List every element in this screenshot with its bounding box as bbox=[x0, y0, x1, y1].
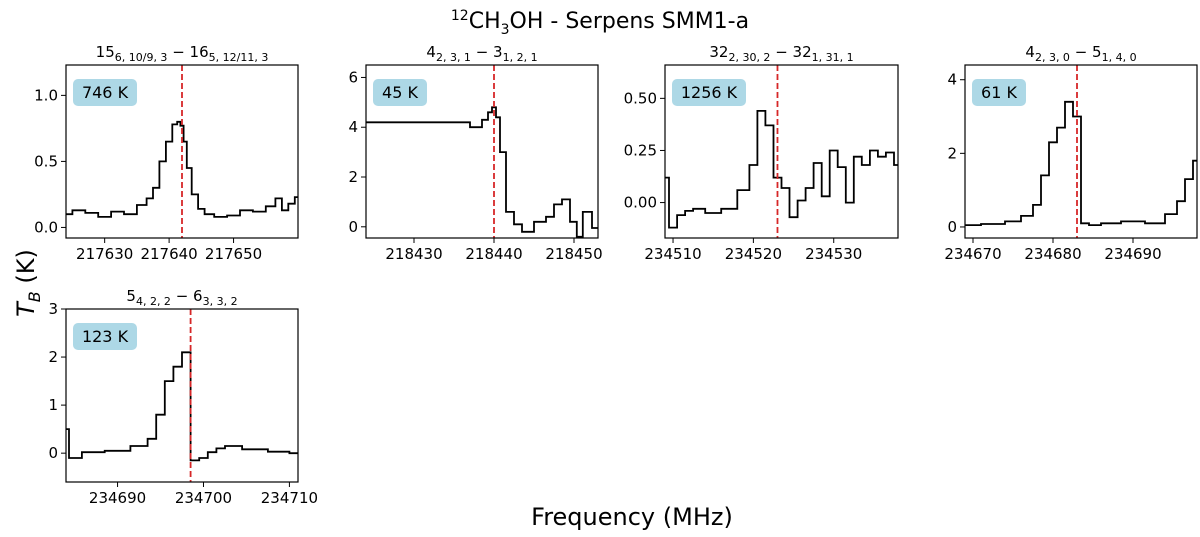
x-tick-label: 217640 bbox=[140, 245, 197, 263]
temperature-badge-label: 1256 K bbox=[681, 83, 738, 102]
y-tick-label: 0 bbox=[947, 218, 957, 236]
axes-frame bbox=[964, 64, 1198, 239]
y-tick-label: 0.50 bbox=[624, 89, 657, 107]
x-axis-label: Frequency (MHz) bbox=[531, 503, 733, 531]
x-tick-label: 217630 bbox=[76, 245, 133, 263]
y-tick-label: 1 bbox=[48, 396, 58, 414]
axes-frame bbox=[65, 64, 299, 239]
spectrum-line bbox=[366, 106, 598, 238]
y-tick-label: 0.25 bbox=[624, 141, 657, 159]
x-tick-label: 234520 bbox=[725, 245, 782, 263]
x-tick-label: 234690 bbox=[89, 489, 146, 507]
x-tick-label: 218450 bbox=[545, 245, 602, 263]
temperature-badge bbox=[972, 79, 1026, 106]
y-axis-label: TB (K) bbox=[12, 249, 44, 317]
chart-panel-3: 322, 30, 2 − 321, 31, 1 1256 K 234510 23452… bbox=[624, 43, 899, 263]
x-tick-label: 234680 bbox=[1024, 245, 1081, 263]
panel-title: 156, 10/9, 3 − 165, 12/11, 3 bbox=[96, 43, 269, 64]
axes-frame bbox=[664, 64, 899, 239]
figure-title: 12CH3OH - Serpens SMM1-a bbox=[451, 8, 749, 38]
y-tick-label: 0.0 bbox=[34, 218, 58, 236]
y-tick-label: 0 bbox=[48, 444, 58, 462]
x-tick-label: 234700 bbox=[175, 489, 232, 507]
y-tick-label: 4 bbox=[947, 71, 957, 89]
panel-title: 54, 2, 2 − 63, 3, 2 bbox=[126, 287, 237, 308]
y-tick-label: 2 bbox=[48, 348, 58, 366]
spectrum-line bbox=[66, 120, 298, 218]
x-tick-label: 217650 bbox=[205, 245, 262, 263]
y-tick-label: 3 bbox=[48, 300, 58, 318]
temperature-badge-label: 61 K bbox=[981, 83, 1017, 102]
chart-panel-1: 156, 10/9, 3 − 165, 12/11, 3 746 K 217630 2… bbox=[34, 43, 299, 263]
y-tick-label: 0.00 bbox=[624, 194, 657, 212]
spectrum-line bbox=[965, 100, 1197, 226]
temperature-badge-label: 746 K bbox=[82, 83, 129, 102]
axes-frame bbox=[365, 64, 599, 239]
y-tick-label: 0 bbox=[348, 218, 358, 236]
axes-frame bbox=[65, 308, 299, 483]
y-tick-label: 2 bbox=[348, 168, 358, 186]
x-tick-label: 234690 bbox=[1104, 245, 1161, 263]
x-tick-label: 234710 bbox=[261, 489, 318, 507]
panel-title: 42, 3, 1 − 31, 2, 1 bbox=[426, 43, 537, 64]
temperature-badge bbox=[73, 323, 137, 350]
y-tick-label: 6 bbox=[348, 68, 358, 86]
y-tick-label: 2 bbox=[947, 144, 957, 162]
panel-title: 42, 3, 0 − 51, 4, 0 bbox=[1025, 43, 1136, 64]
x-tick-label: 218440 bbox=[465, 245, 522, 263]
temperature-badge bbox=[373, 79, 427, 106]
y-tick-label: 0.5 bbox=[34, 152, 58, 170]
spectrum-line bbox=[66, 351, 298, 462]
chart-panel-2: 42, 3, 1 − 31, 2, 1 45 K 218430 218440 21845… bbox=[348, 43, 602, 263]
x-tick-label: 234530 bbox=[805, 245, 862, 263]
y-tick-label: 1.0 bbox=[34, 86, 58, 104]
x-tick-label: 234510 bbox=[644, 245, 701, 263]
panel-title: 322, 30, 2 − 321, 31, 1 bbox=[709, 43, 853, 64]
temperature-badge bbox=[73, 79, 137, 106]
y-tick-label: 4 bbox=[348, 118, 358, 136]
chart-panel-4: 42, 3, 0 − 51, 4, 0 61 K 234670 234680 23469… bbox=[944, 43, 1198, 263]
chart-panel-5: 54, 2, 2 − 63, 3, 2 123 K 234690 234700 2347… bbox=[48, 287, 318, 507]
temperature-badge bbox=[672, 79, 746, 106]
spectrum-line bbox=[665, 110, 898, 229]
temperature-badge-label: 123 K bbox=[82, 327, 129, 346]
temperature-badge-label: 45 K bbox=[382, 83, 418, 102]
x-tick-label: 234670 bbox=[944, 245, 1001, 263]
x-tick-label: 218430 bbox=[385, 245, 442, 263]
